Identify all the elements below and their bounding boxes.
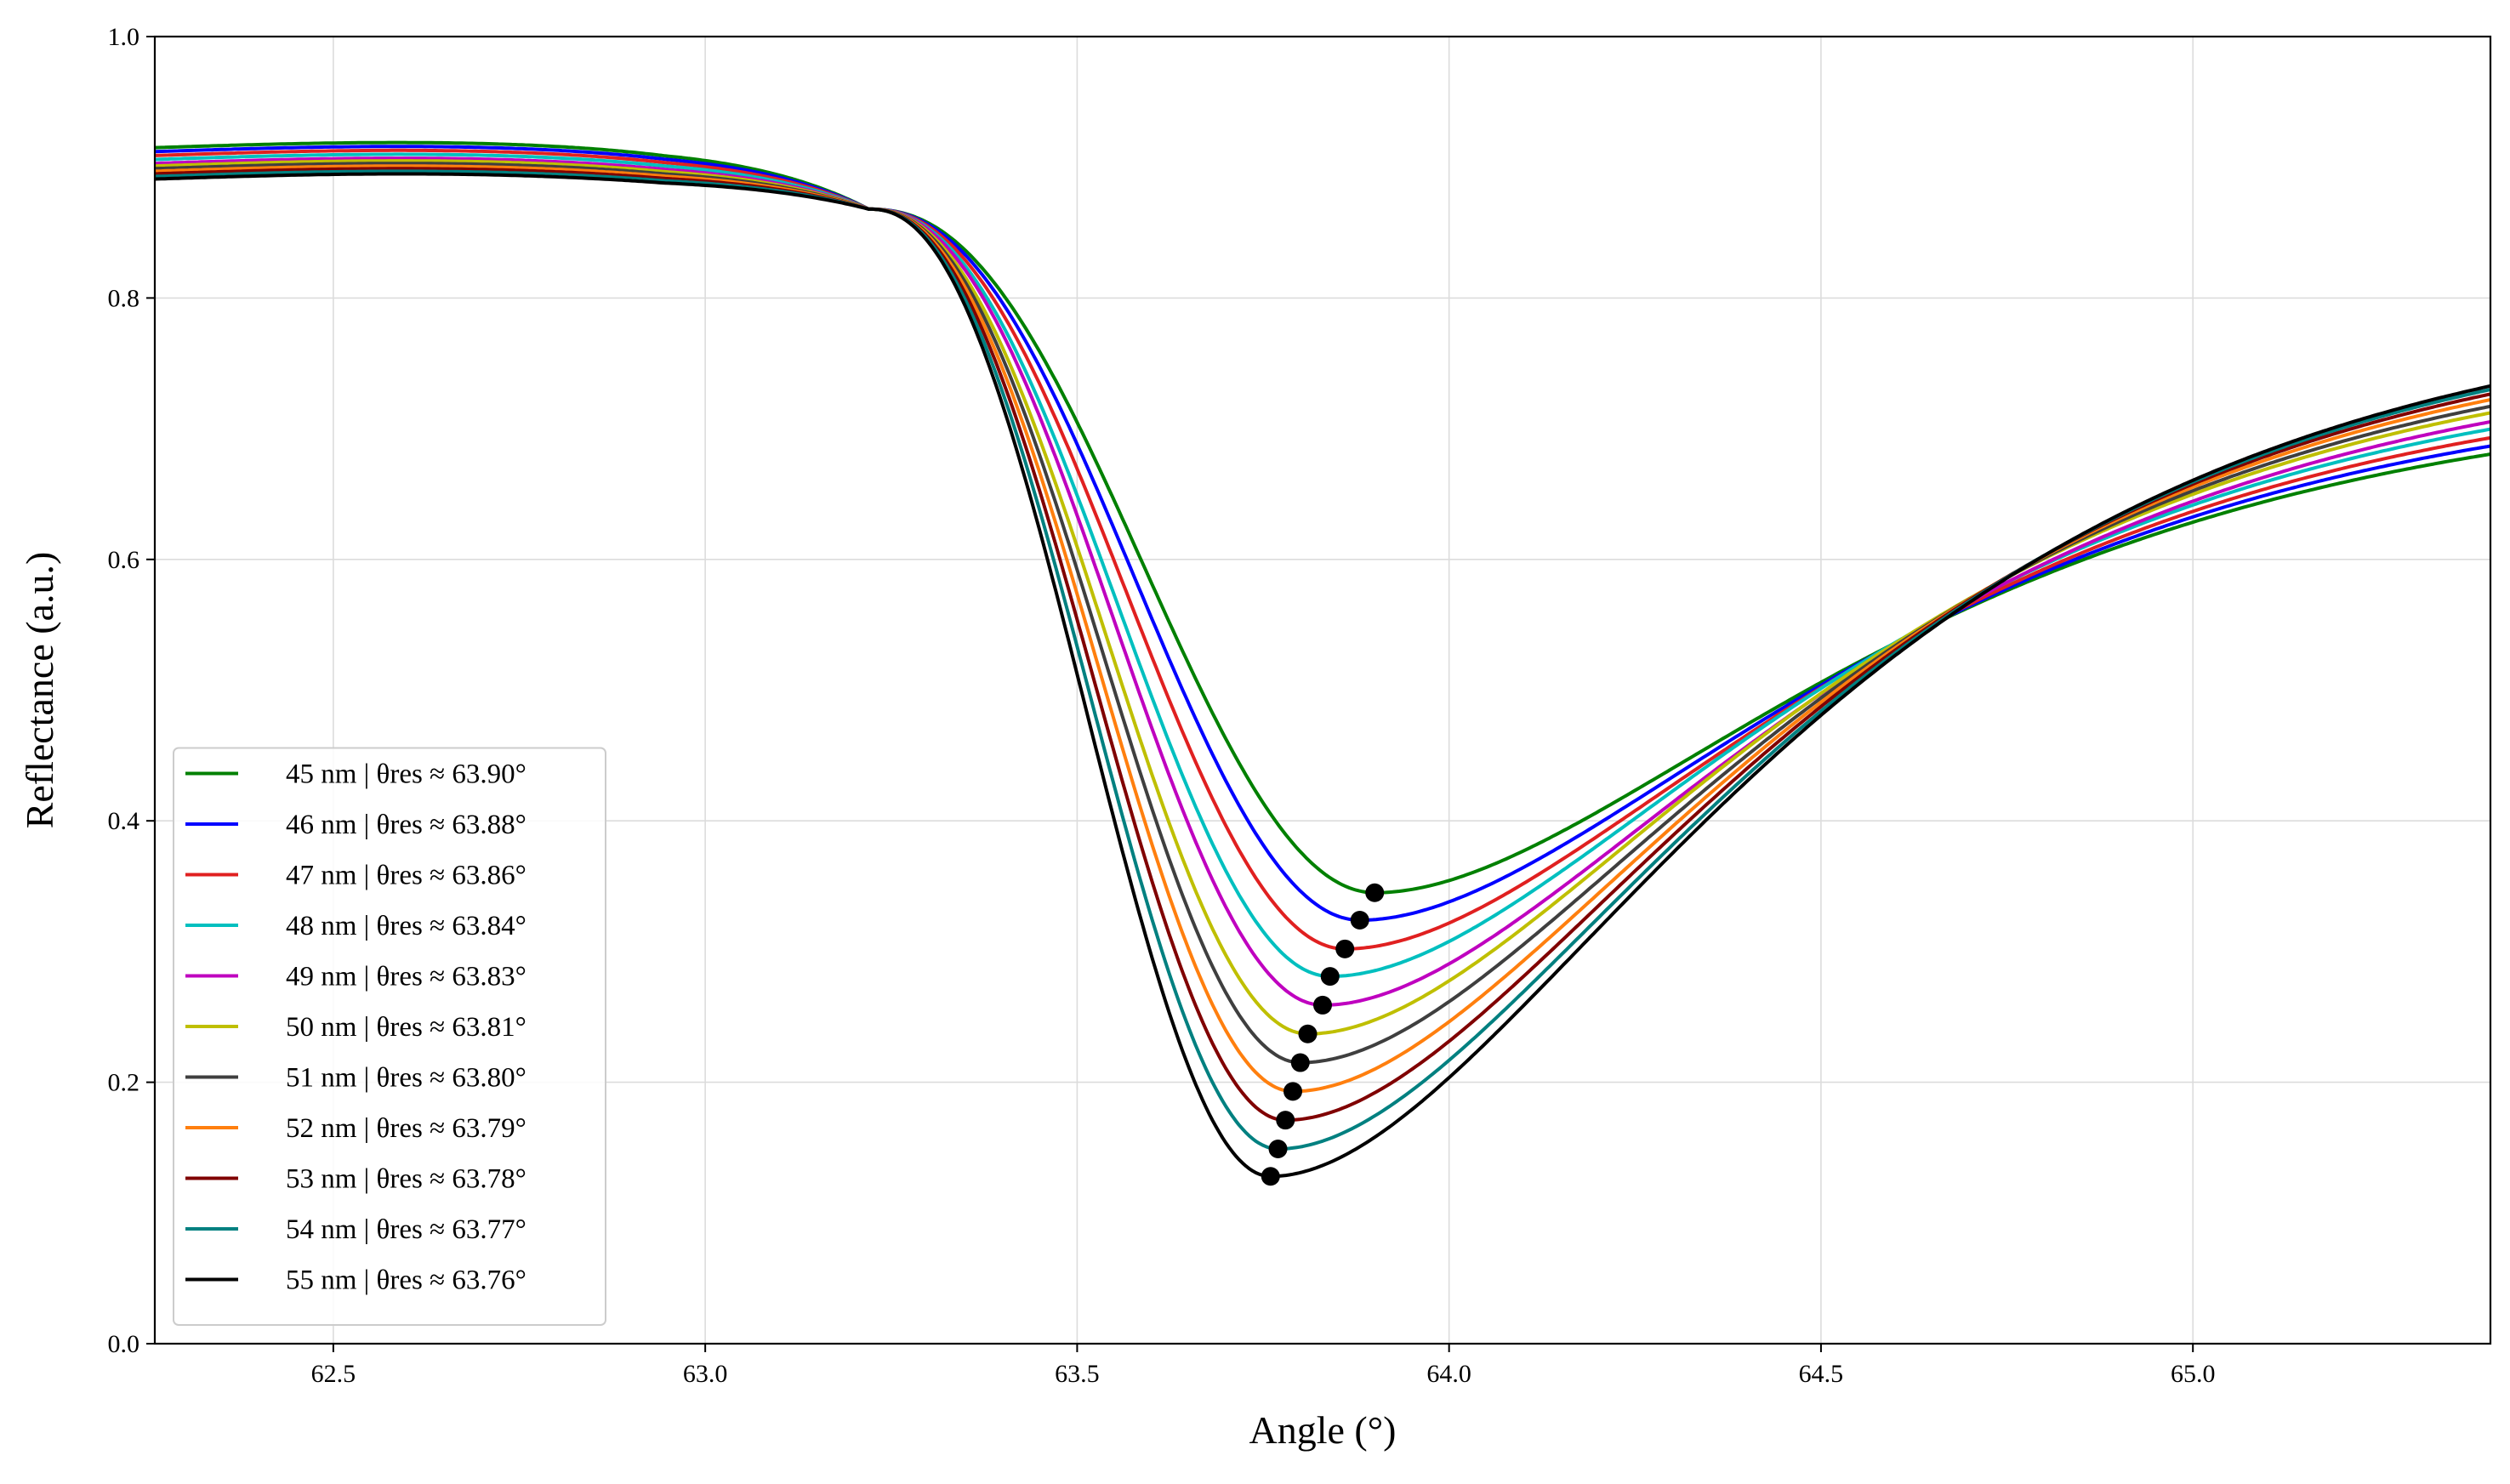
resonance-marker bbox=[1276, 1111, 1295, 1130]
series-line bbox=[155, 162, 2490, 1065]
legend-label: 55 nm | θres ≈ 63.76° bbox=[286, 1265, 526, 1296]
resonance-marker bbox=[1335, 939, 1355, 958]
resonance-marker bbox=[1268, 1139, 1288, 1158]
x-tick-label: 62.5 bbox=[311, 1360, 356, 1388]
legend-label: 54 nm | θres ≈ 63.77° bbox=[286, 1214, 526, 1245]
legend-label: 49 nm | θres ≈ 63.83° bbox=[286, 962, 526, 992]
x-tick-label: 63.5 bbox=[1055, 1360, 1100, 1388]
resonance-marker bbox=[1290, 1053, 1310, 1072]
resonance-markers bbox=[1261, 883, 1385, 1186]
resonance-marker bbox=[1320, 967, 1340, 986]
y-tick-label: 0.8 bbox=[108, 284, 140, 312]
x-axis-title: Angle (°) bbox=[1249, 1408, 1397, 1452]
legend-box bbox=[173, 747, 606, 1326]
y-tick-label: 1.0 bbox=[108, 23, 140, 51]
y-axis-title: Reflectance (a.u.) bbox=[18, 552, 61, 829]
x-tick-label: 65.0 bbox=[2171, 1360, 2216, 1388]
x-tick-label: 64.5 bbox=[1799, 1360, 1844, 1388]
legend-label: 51 nm | θres ≈ 63.80° bbox=[286, 1063, 526, 1094]
resonance-marker bbox=[1313, 995, 1332, 1015]
legend-label: 47 nm | θres ≈ 63.86° bbox=[286, 861, 526, 891]
y-tick-label: 0.6 bbox=[108, 546, 140, 574]
series-line bbox=[155, 172, 2490, 1179]
resonance-marker bbox=[1283, 1082, 1303, 1101]
series-line bbox=[155, 140, 2490, 895]
x-tick-label: 63.0 bbox=[683, 1360, 728, 1388]
series-line bbox=[155, 148, 2490, 951]
resonance-marker bbox=[1298, 1024, 1318, 1043]
legend-label: 52 nm | θres ≈ 63.79° bbox=[286, 1113, 526, 1144]
legend-label: 53 nm | θres ≈ 63.78° bbox=[286, 1164, 526, 1195]
resonance-marker bbox=[1365, 883, 1385, 902]
legend: 45 nm | θres ≈ 63.90° 46 nm | θres ≈ 63.8… bbox=[173, 747, 606, 1326]
resonance-marker bbox=[1261, 1167, 1280, 1186]
y-tick-label: 0.0 bbox=[108, 1330, 140, 1358]
legend-label: 45 nm | θres ≈ 63.90° bbox=[286, 759, 526, 790]
legend-label: 46 nm | θres ≈ 63.88° bbox=[286, 810, 526, 840]
legend-label: 50 nm | θres ≈ 63.81° bbox=[286, 1012, 526, 1043]
legend-label: 48 nm | θres ≈ 63.84° bbox=[286, 911, 526, 941]
x-tick-label: 64.0 bbox=[1426, 1360, 1471, 1388]
y-tick-label: 0.2 bbox=[108, 1069, 140, 1097]
series-line bbox=[155, 159, 2490, 1036]
y-tick-label: 0.4 bbox=[108, 807, 140, 835]
series-lines bbox=[155, 140, 2490, 1179]
series-line bbox=[155, 145, 2490, 922]
axis-ticks: 62.5 63.0 63.5 64.0 64.5 65.0 0.0 0.2 0.4 0.6 0.8 1… bbox=[108, 23, 2216, 1388]
resonance-marker bbox=[1350, 911, 1369, 930]
plot-frame bbox=[153, 35, 2492, 1345]
